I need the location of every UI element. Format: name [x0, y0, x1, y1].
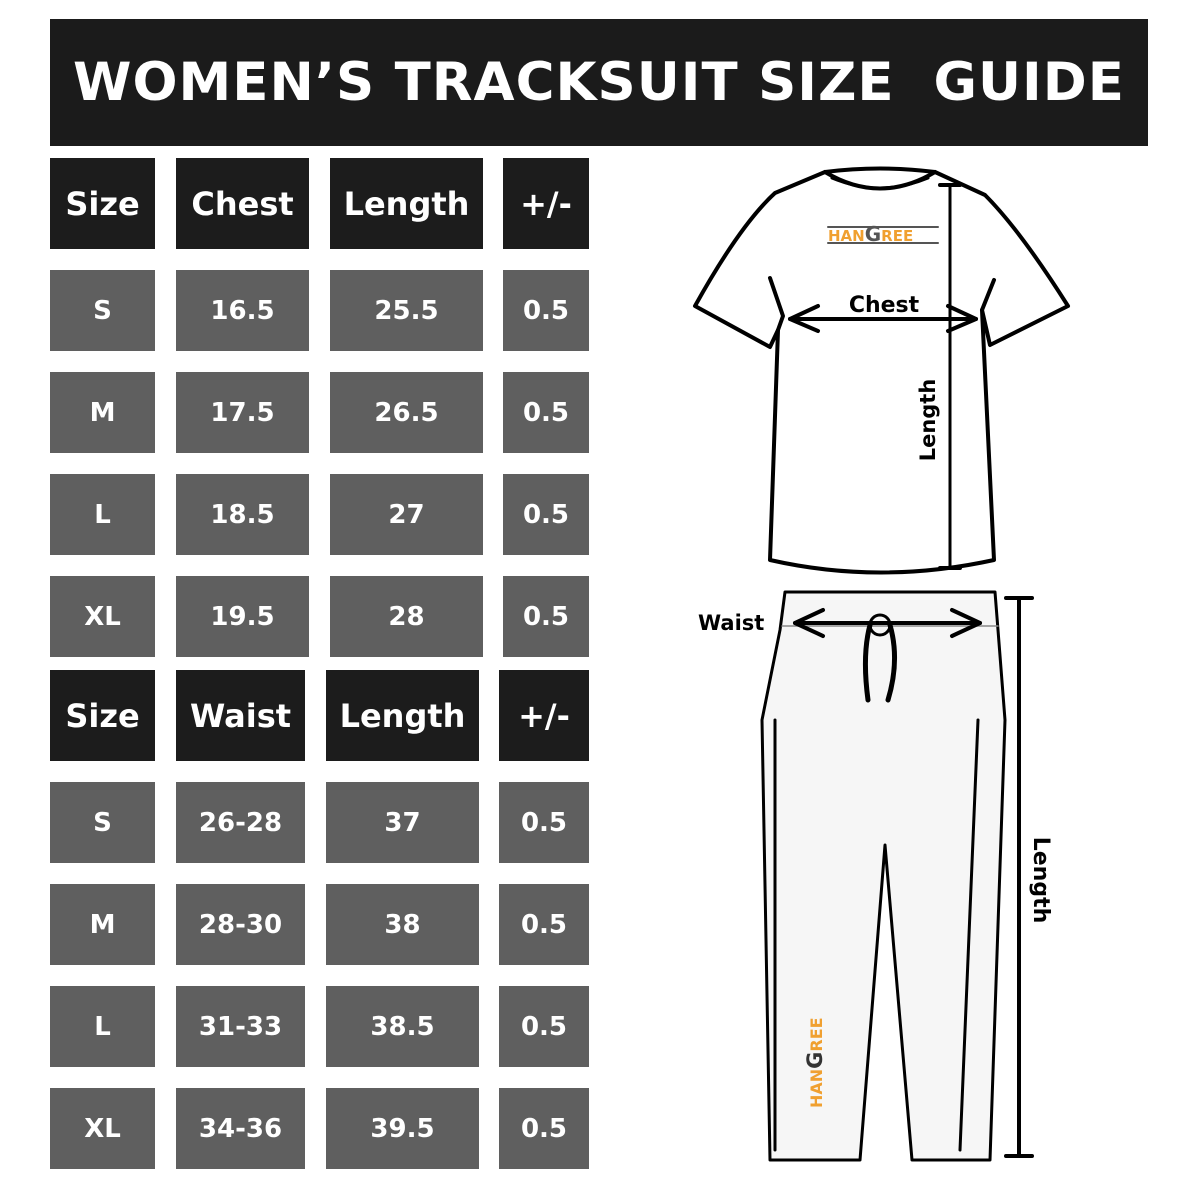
table-cell: 26.5 — [330, 372, 483, 453]
column-header: Size — [50, 670, 155, 761]
table-cell: 34-36 — [176, 1088, 305, 1169]
table-cell: M — [50, 884, 155, 965]
table-cell: 0.5 — [499, 884, 589, 965]
table-cell: 26-28 — [176, 782, 305, 863]
table-cell: M — [50, 372, 155, 453]
column-header: +/- — [503, 158, 589, 249]
pants-length-arrow-icon — [1004, 596, 1034, 1158]
table-cell: 0.5 — [503, 576, 589, 657]
waist-arrow-icon — [793, 608, 982, 638]
column-header: Waist — [176, 670, 305, 761]
column-header: +/- — [499, 670, 589, 761]
table-cell: 39.5 — [326, 1088, 479, 1169]
table-cell: S — [50, 270, 155, 351]
logo-text-vertical: HANGREE — [803, 1017, 827, 1108]
table-cell: 0.5 — [503, 270, 589, 351]
table-cell: L — [50, 986, 155, 1067]
column-header: Chest — [176, 158, 309, 249]
table-cell: XL — [50, 1088, 155, 1169]
table-cell: S — [50, 782, 155, 863]
chest-arrow-icon — [788, 304, 978, 333]
column-header: Size — [50, 158, 155, 249]
pants-drawing — [760, 590, 1007, 1162]
chest-label: Chest — [849, 293, 920, 318]
tshirt-drawing — [693, 166, 1070, 575]
table-cell: 0.5 — [499, 782, 589, 863]
table-cell: 18.5 — [176, 474, 309, 555]
table-cell: 38 — [326, 884, 479, 965]
waist-label: Waist — [698, 611, 764, 635]
shirt-length-arrow-icon — [938, 183, 962, 570]
table-cell: 0.5 — [499, 986, 589, 1067]
table-cell: 27 — [330, 474, 483, 555]
table-cell: 17.5 — [176, 372, 309, 453]
table-cell: 0.5 — [503, 474, 589, 555]
table-cell: L — [50, 474, 155, 555]
table-cell: 16.5 — [176, 270, 309, 351]
table-cell: 38.5 — [326, 986, 479, 1067]
table-cell: 37 — [326, 782, 479, 863]
column-header: Length — [330, 158, 483, 249]
page-title: WOMEN’S TRACKSUIT SIZE GUIDE — [50, 19, 1148, 146]
shirt-length-label: Length — [916, 379, 940, 462]
table-cell: 28-30 — [176, 884, 305, 965]
table-cell: 28 — [330, 576, 483, 657]
pants-length-label: Length — [1028, 837, 1053, 924]
logo-shirt: HANGREE — [827, 222, 939, 246]
column-header: Length — [326, 670, 479, 761]
table-cell: XL — [50, 576, 155, 657]
table-cell: 0.5 — [503, 372, 589, 453]
table-cell: 19.5 — [176, 576, 309, 657]
table-cell: 31-33 — [176, 986, 305, 1067]
table-cell: 25.5 — [330, 270, 483, 351]
table-cell: 0.5 — [499, 1088, 589, 1169]
logo-pants: HANGREE — [803, 1017, 827, 1108]
